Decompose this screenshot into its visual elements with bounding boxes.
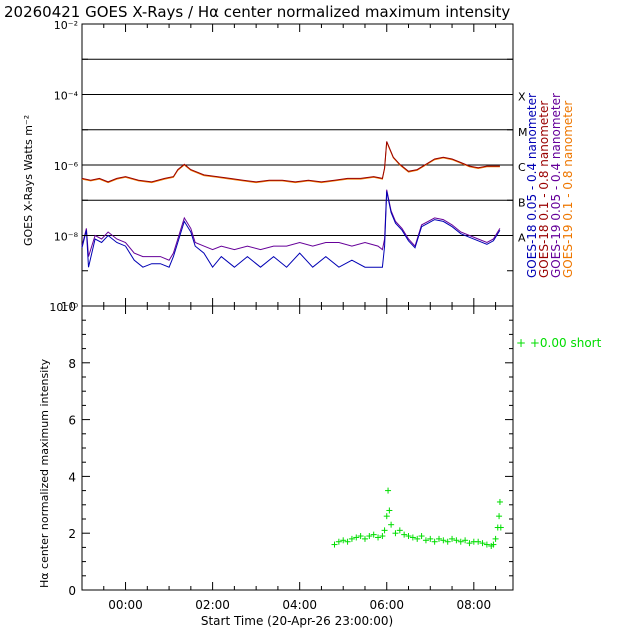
x-tick-label: 00:00 [108,598,143,612]
legend-entry: GOES-18 0.05 - 0.4 nanometer [525,93,539,278]
halpha-point [453,537,460,544]
legend-entry: GOES-19 0.05 - 0.4 nanometer [549,93,563,278]
y-tick-label: 6 [68,414,76,428]
halpha-point [449,535,456,542]
flare-class-label: B [518,196,526,209]
halpha-point [496,498,503,505]
xray-x-ticks [81,24,497,306]
halpha-point [405,533,412,540]
series-line [81,189,501,261]
halpha-point [348,535,355,542]
x-axis-label: Start Time (20-Apr-26 23:00:00) [201,614,393,628]
halpha-point [431,538,438,545]
x-tick-label: 06:00 [369,598,404,612]
y-tick-label: 10⁻¹⁰ [49,301,78,314]
halpha-point [497,524,504,531]
y-tick-label: 10⁻⁴ [54,90,79,103]
series-line [81,141,500,184]
halpha-points [331,487,504,549]
legend-entry: GOES-18 0.1 - 0.8 nanometer [537,101,551,278]
halpha-point [414,535,421,542]
halpha-point [383,513,390,520]
xray-y-axis-label: GOES X-Rays Watts m⁻² [22,115,35,246]
y-tick-label: 10 [61,300,76,314]
halpha-point [457,538,464,545]
halpha-point [370,531,377,538]
legend-entry: GOES-19 0.1 - 0.8 nanometer [561,101,575,278]
y-tick-label: 4 [68,470,76,484]
x-tick-label: 04:00 [282,598,317,612]
y-tick-label: 10⁻⁸ [54,231,79,244]
halpha-point [440,537,447,544]
halpha-point [357,533,364,540]
halpha-point [496,513,503,520]
halpha-point [418,533,425,540]
halpha-point [344,538,351,545]
halpha-point [353,534,360,541]
halpha-plot-frame [81,305,514,591]
halpha-point [381,527,388,534]
halpha-point [331,541,338,548]
x-tick-label: 08:00 [457,598,492,612]
halpha-annotation: + +0.00 short [516,336,602,350]
y-tick-label: 0 [68,584,76,598]
y-tick-label: 10⁻⁶ [54,160,79,173]
halpha-point [396,527,403,534]
figure-title: 20260421 GOES X-Rays / Hα center normali… [4,3,510,21]
halpha-point [444,538,451,545]
halpha-point [401,531,408,538]
halpha-point [462,537,469,544]
halpha-point [466,540,473,547]
halpha-point [483,541,490,548]
halpha-point [335,538,342,545]
halpha-point [392,530,399,537]
halpha-x-ticks: 00:00 02:00 04:00 06:00 08:00 [81,306,497,612]
halpha-point [490,541,497,548]
halpha-point [427,535,434,542]
flare-class-label: C [518,161,526,174]
halpha-point [475,538,482,545]
halpha-y-ticks: 0 2 4 6 8 10 [61,300,513,598]
x-tick-label: 02:00 [195,598,230,612]
halpha-point [388,521,395,528]
halpha-point [340,537,347,544]
halpha-point [375,534,382,541]
flare-class-label: X [518,91,526,104]
series-line [81,191,501,269]
flare-class-labels: X M C B A [518,91,528,245]
halpha-point [435,535,442,542]
xray-series [81,141,501,269]
flare-level-lines [82,58,513,236]
halpha-point [386,507,393,514]
y-tick-label: 8 [68,357,76,371]
halpha-point [379,533,386,540]
halpha-point [492,535,499,542]
y-tick-label: 2 [68,527,76,541]
halpha-point [422,537,429,544]
y-tick-label: 10⁻² [54,19,78,32]
halpha-point [409,534,416,541]
series-line [81,141,500,183]
halpha-point [366,533,373,540]
flare-class-label: M [518,126,528,139]
flare-class-label: A [518,232,526,245]
halpha-point [385,487,392,494]
halpha-point [361,535,368,542]
xray-y-ticks: 10⁻² 10⁻⁴ 10⁻⁶ 10⁻⁸ 10⁻¹⁰ [49,19,513,314]
halpha-y-axis-label: Hα center normalized maximum intensity [38,358,51,588]
halpha-point [479,540,486,547]
